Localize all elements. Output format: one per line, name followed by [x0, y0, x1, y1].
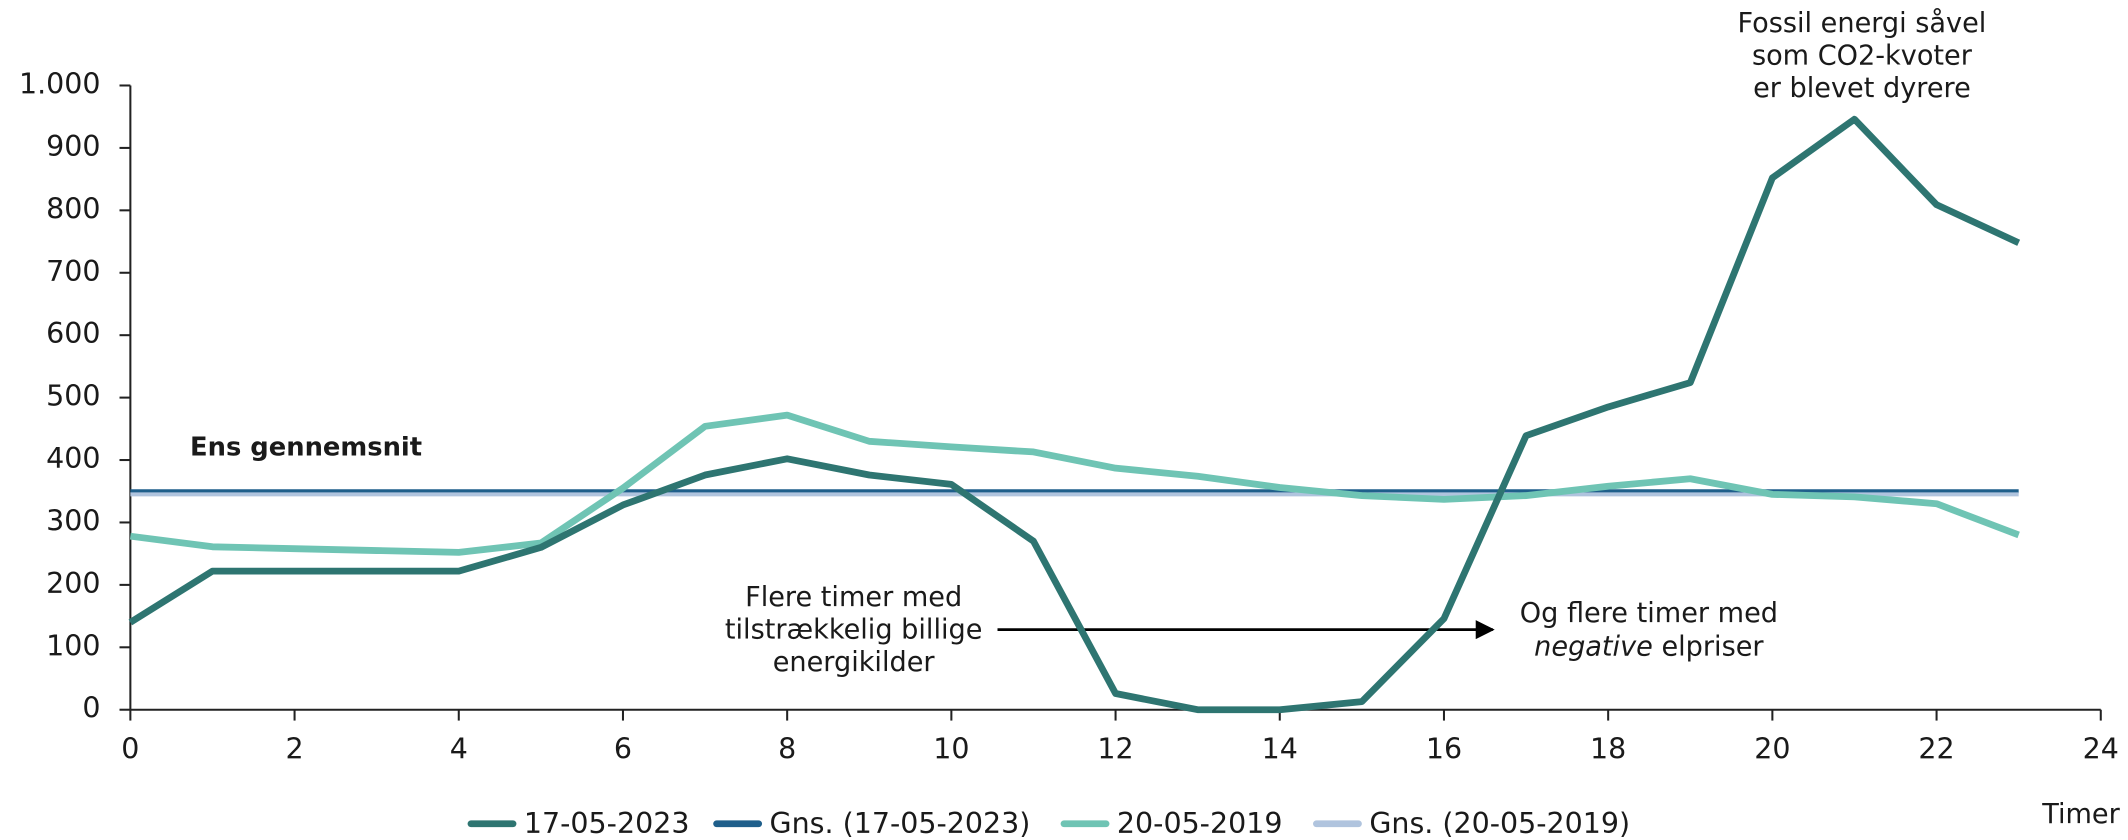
- annotation: som CO2-kvoter: [1752, 40, 1973, 71]
- x-tick-label: 24: [2083, 732, 2119, 765]
- y-tick-label: 700: [46, 255, 100, 288]
- x-tick-label: 20: [1754, 732, 1790, 765]
- annotation: tilstrækkelig billige: [725, 615, 983, 646]
- annotation: negative elpriser: [1534, 631, 1764, 662]
- annotation-italic: negative: [1534, 631, 1653, 662]
- y-tick-label: 900: [46, 130, 100, 163]
- annotation: er blevet dyrere: [1753, 73, 1971, 104]
- x-tick-label: 18: [1590, 732, 1626, 765]
- annotation: Fossil energi såvel: [1738, 8, 1987, 39]
- annotation: energikilder: [773, 647, 936, 678]
- legend-label: Gns. (20-05-2019): [1369, 807, 1630, 840]
- x-tick-label: 8: [778, 732, 796, 765]
- x-tick-label: 4: [450, 732, 468, 765]
- x-tick-label: 14: [1262, 732, 1298, 765]
- legend-label: 17-05-2023: [524, 807, 690, 840]
- y-tick-label: 200: [46, 567, 100, 600]
- x-axis-label: Timer: [2041, 799, 2120, 830]
- y-tick-label: 1.000: [19, 67, 101, 100]
- x-tick-label: 2: [286, 732, 304, 765]
- x-tick-label: 22: [1918, 732, 1954, 765]
- x-tick-label: 10: [933, 732, 969, 765]
- annotation: Og flere timer med: [1520, 598, 1778, 629]
- y-tick-label: 0: [82, 692, 100, 725]
- x-tick-label: 0: [121, 732, 139, 765]
- x-tick-label: 12: [1097, 732, 1133, 765]
- legend-label: 20-05-2019: [1117, 807, 1283, 840]
- y-tick-label: 300: [46, 504, 100, 537]
- annotation-rest: elpriser: [1653, 631, 1765, 662]
- x-tick-label: 16: [1426, 732, 1462, 765]
- x-tick-label: 6: [614, 732, 632, 765]
- y-tick-label: 600: [46, 317, 100, 350]
- y-tick-label: 500: [46, 380, 100, 413]
- legend-label: Gns. (17-05-2023): [770, 807, 1031, 840]
- annotation: Ens gennemsnit: [190, 432, 422, 462]
- y-tick-label: 100: [46, 629, 100, 662]
- y-tick-label: 400: [46, 442, 100, 475]
- y-tick-label: 800: [46, 192, 100, 225]
- series-line: [128, 115, 2021, 714]
- annotation: Flere timer med: [745, 582, 962, 613]
- series-line: [129, 411, 2020, 556]
